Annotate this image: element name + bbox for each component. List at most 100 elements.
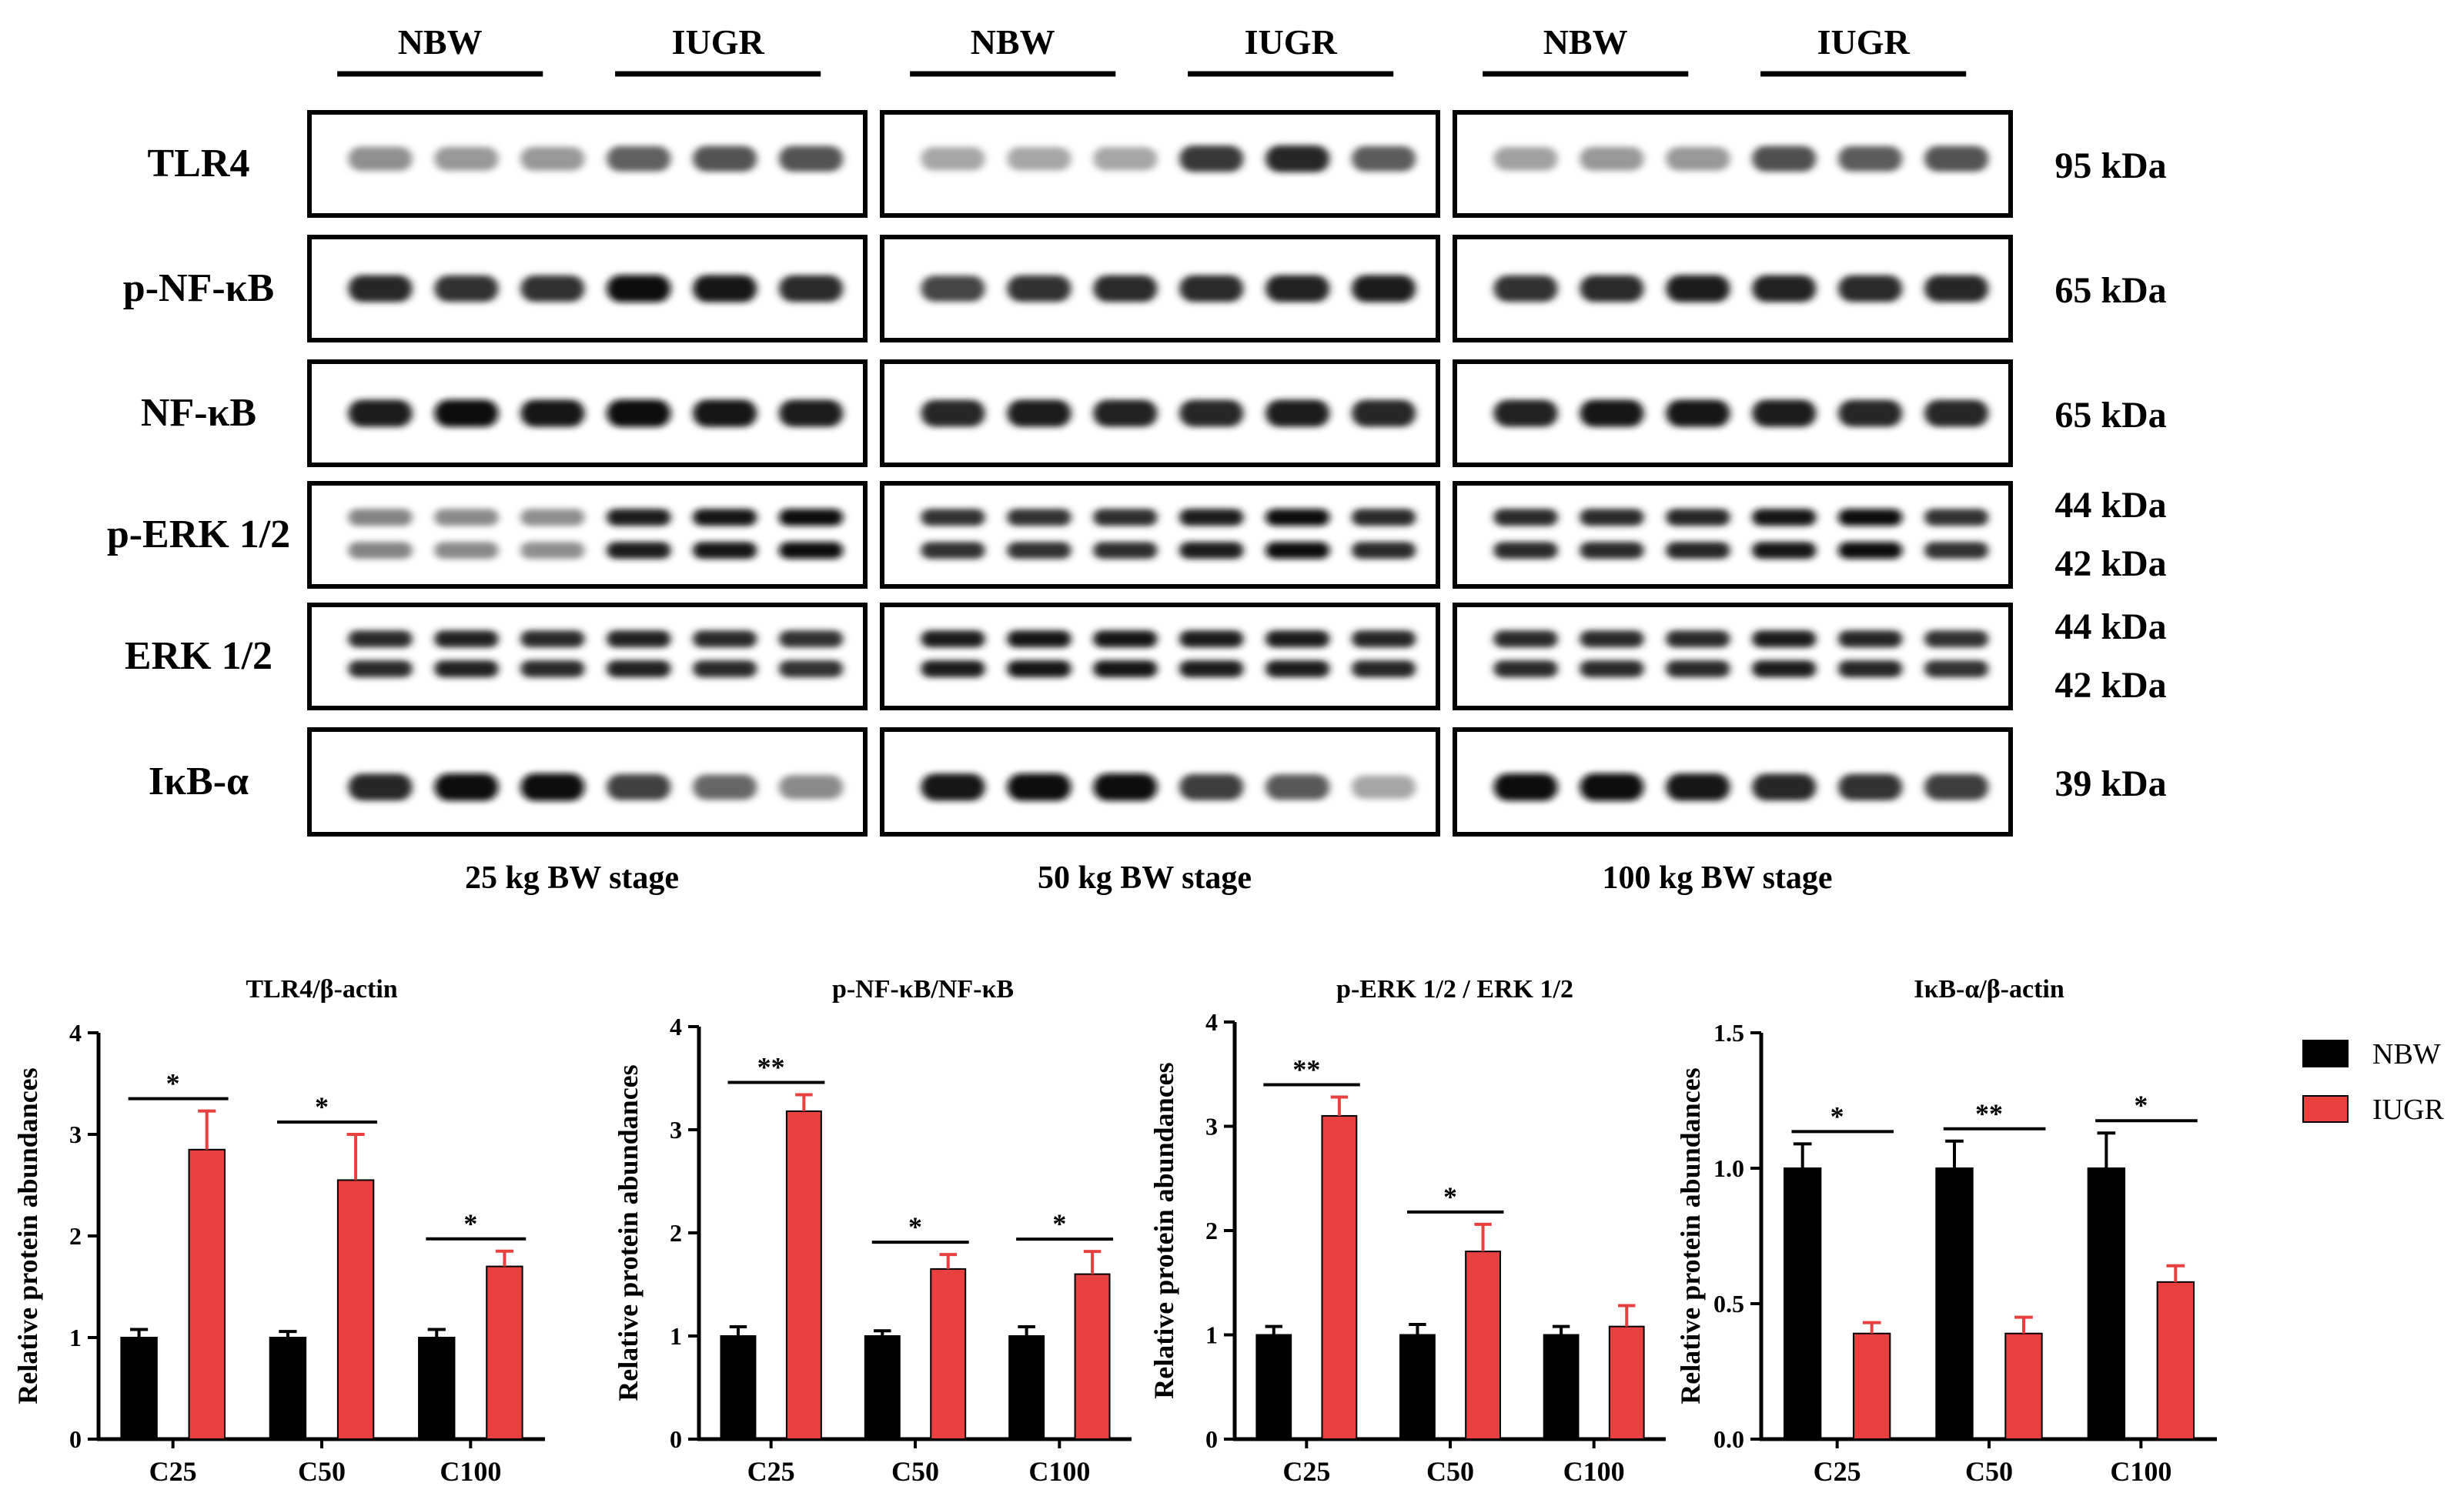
legend: NBW IUGR xyxy=(2302,1038,2445,1126)
blot-band xyxy=(1179,773,1244,800)
blot-row-label: TLR4 xyxy=(148,142,250,185)
blot-band xyxy=(1924,509,1989,526)
blot-band xyxy=(1493,275,1558,302)
blot-band xyxy=(1352,660,1416,678)
blot-band xyxy=(1493,660,1558,678)
blot-band xyxy=(1752,660,1817,678)
legend-label-iugr: IUGR xyxy=(2372,1094,2445,1126)
blot-band xyxy=(921,509,985,526)
y-axis-label: Relative protein abundances xyxy=(12,1067,43,1404)
blot-band xyxy=(1752,542,1817,559)
significance-marker: * xyxy=(908,1211,922,1242)
y-tick-label: 2 xyxy=(1205,1217,1218,1244)
stage-label: 100 kg BW stage xyxy=(1602,860,1832,896)
blot-band xyxy=(1352,775,1416,799)
blot-band xyxy=(1093,542,1158,559)
y-tick-label: 4 xyxy=(69,1019,82,1047)
x-category-label: C25 xyxy=(1282,1456,1330,1487)
blot-band xyxy=(348,275,413,302)
blot-band xyxy=(693,509,757,526)
group-header-nbw: NBW xyxy=(971,22,1055,62)
blot-band xyxy=(434,542,499,559)
blot-band xyxy=(1838,660,1903,678)
bar-iugr xyxy=(1608,1325,1645,1441)
blot-band xyxy=(1666,630,1730,648)
blot-band xyxy=(434,509,499,526)
blot-band xyxy=(1493,399,1558,427)
blot-band xyxy=(1352,145,1416,172)
blot-panel xyxy=(880,481,1440,589)
blot-band xyxy=(1352,275,1416,302)
y-tick-label: 1 xyxy=(670,1322,682,1350)
bar-iugr xyxy=(1465,1251,1501,1440)
blot-band xyxy=(520,146,585,171)
x-category-label: C25 xyxy=(149,1456,197,1487)
blot-panel xyxy=(880,603,1440,710)
blot-band xyxy=(1265,630,1330,648)
blot-band xyxy=(434,660,499,678)
blot-band xyxy=(1265,145,1330,172)
kda-label: 42 kDa xyxy=(2054,665,2166,706)
blot-band xyxy=(921,660,985,678)
blot-band xyxy=(1838,509,1903,526)
blot-band xyxy=(1924,660,1989,678)
blot-band xyxy=(1838,145,1903,172)
bar-iugr xyxy=(2156,1281,2195,1440)
blot-band xyxy=(520,630,585,648)
chart-title: TLR4/β-actin xyxy=(246,975,397,1004)
y-tick-label: 0.5 xyxy=(1713,1290,1744,1318)
significance-marker: ** xyxy=(1975,1098,2003,1129)
y-tick-label: 1.5 xyxy=(1713,1019,1744,1047)
blot-band xyxy=(779,509,844,526)
x-category-label: C50 xyxy=(1426,1456,1474,1487)
chart-title: IκB-α/β-actin xyxy=(1914,975,2064,1004)
y-tick-label: 1 xyxy=(1205,1321,1218,1349)
blot-band xyxy=(1493,773,1558,801)
blot-band xyxy=(348,542,413,559)
blot-band xyxy=(1838,630,1903,648)
blot-band xyxy=(607,660,671,678)
blot-row-label: NF-κB xyxy=(141,391,256,435)
blot-band xyxy=(607,773,671,800)
significance-marker: * xyxy=(1052,1208,1066,1239)
significance-marker: * xyxy=(463,1208,477,1239)
blot-band xyxy=(921,399,985,427)
blot-band xyxy=(1493,630,1558,648)
blot-row-label: ERK 1/2 xyxy=(125,634,272,678)
blot-band xyxy=(1265,509,1330,526)
blot-band xyxy=(1493,147,1558,171)
blot-band xyxy=(1924,145,1989,172)
x-category-label: C50 xyxy=(298,1456,346,1487)
blot-band xyxy=(1352,399,1416,427)
blot-row-label: p-ERK 1/2 xyxy=(107,513,290,556)
blot-band xyxy=(693,630,757,648)
group-header-iugr: IUGR xyxy=(672,22,765,62)
blot-band xyxy=(1179,660,1244,678)
blot-band xyxy=(348,773,413,801)
blot-band xyxy=(434,275,499,302)
blot-band xyxy=(1666,509,1730,526)
blot-band xyxy=(921,276,985,302)
chart-title: p-ERK 1/2 / ERK 1/2 xyxy=(1336,975,1573,1004)
blot-band xyxy=(1265,542,1330,559)
blot-band xyxy=(1666,399,1730,427)
blot-band xyxy=(520,542,585,559)
blot-band xyxy=(607,399,671,427)
y-tick-label: 0.0 xyxy=(1713,1425,1744,1453)
blot-band xyxy=(1666,275,1730,302)
y-axis-label: Relative protein abundances xyxy=(1675,1067,1706,1404)
blot-band xyxy=(520,509,585,526)
y-tick-label: 1.0 xyxy=(1713,1154,1744,1182)
chart-title: p-NF-κB/NF-κB xyxy=(832,975,1014,1004)
blot-band xyxy=(1007,275,1072,302)
bar-iugr xyxy=(2004,1332,2043,1440)
bar-iugr xyxy=(930,1268,967,1441)
blot-band xyxy=(1580,509,1644,526)
bar-nbw xyxy=(2087,1167,2126,1440)
blot-band xyxy=(693,774,757,800)
y-tick-label: 0 xyxy=(1205,1425,1218,1453)
blot-band xyxy=(1093,630,1158,648)
blot-band xyxy=(1580,660,1644,678)
legend-swatch-iugr xyxy=(2302,1095,2349,1123)
blot-band xyxy=(348,660,413,678)
